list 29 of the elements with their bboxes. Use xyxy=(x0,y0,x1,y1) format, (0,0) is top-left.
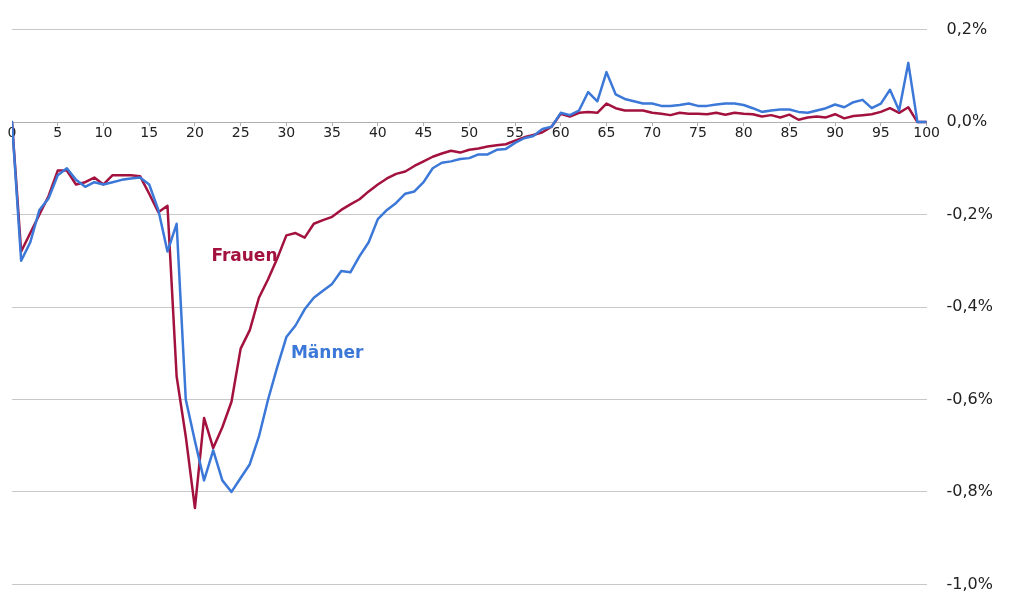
x-tick-label: 85 xyxy=(780,124,799,141)
series-label: Männer xyxy=(290,341,365,362)
x-tick-label: 75 xyxy=(689,124,707,141)
x-tick-label: 5 xyxy=(53,124,63,141)
x-tick-label: 70 xyxy=(643,124,662,141)
x-tick-label: 50 xyxy=(460,124,479,141)
x-tick-label: 90 xyxy=(826,124,845,141)
y-tick-label: -1,0% xyxy=(946,573,993,593)
x-tick-label: 95 xyxy=(871,124,890,141)
series-label: Frauen xyxy=(211,244,278,265)
x-tick-label: 30 xyxy=(277,124,296,141)
x-tick-label: 25 xyxy=(231,124,250,141)
y-tick-label: 0,2% xyxy=(946,18,988,38)
y-tick-label: -0,8% xyxy=(946,481,993,501)
x-tick-label: 100 xyxy=(913,124,940,141)
x-tick-label: 15 xyxy=(140,124,159,141)
y-tick-label: -0,2% xyxy=(946,203,993,223)
x-tick-label: 10 xyxy=(94,124,113,141)
y-tick-label: -0,6% xyxy=(946,388,993,408)
x-tick-label: 65 xyxy=(597,124,616,141)
x-tick-label: 35 xyxy=(323,124,342,141)
x-tick-label: 20 xyxy=(186,124,204,141)
x-tick-label: 80 xyxy=(734,124,753,141)
y-tick-label: 0,0% xyxy=(946,111,988,131)
y-tick-label: -0,4% xyxy=(946,296,993,316)
x-tick-label: 55 xyxy=(506,124,524,141)
x-tick-label: 40 xyxy=(368,124,387,141)
x-tick-label: 45 xyxy=(414,124,433,141)
x-tick-label: 60 xyxy=(551,124,570,141)
